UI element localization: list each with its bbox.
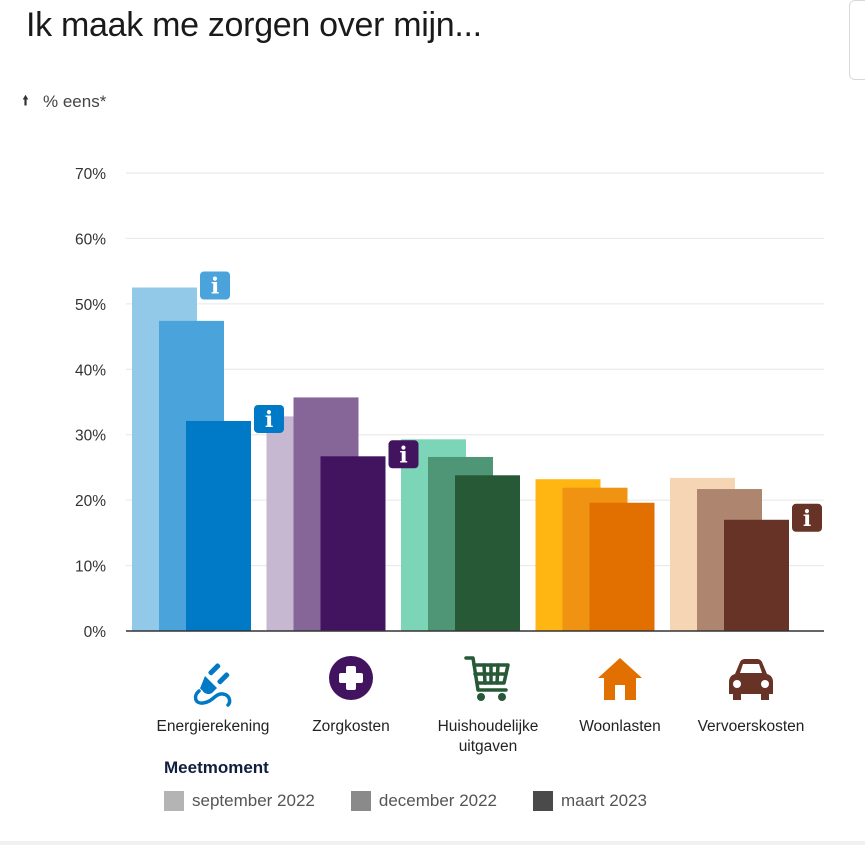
side-panel-edge bbox=[849, 0, 865, 80]
legend: september 2022 december 2022 maart 2023 bbox=[164, 791, 683, 811]
arrow-up-icon: 🠙 bbox=[22, 92, 30, 108]
bar bbox=[589, 502, 655, 631]
plug-icon bbox=[185, 652, 241, 708]
x-category-label: Energierekening bbox=[156, 718, 270, 735]
info-icon-label: i bbox=[265, 407, 273, 433]
y-tick-label: 60% bbox=[75, 231, 106, 248]
info-icon bbox=[388, 440, 419, 469]
y-axis-unit: 🠙 % eens* bbox=[22, 90, 106, 114]
x-category-label: Zorgkosten bbox=[312, 718, 390, 735]
plus-circle-icon bbox=[323, 652, 379, 708]
info-icon-label: i bbox=[399, 442, 407, 468]
car-icon bbox=[723, 652, 779, 708]
house-icon bbox=[592, 652, 648, 708]
info-icon bbox=[200, 271, 230, 300]
legend-swatch bbox=[533, 791, 554, 811]
chart-title: Ik maak me zorgen over mijn... bbox=[26, 6, 482, 44]
info-icon bbox=[792, 503, 822, 532]
y-tick-label: 0% bbox=[84, 624, 107, 641]
y-tick-label: 70% bbox=[75, 166, 106, 183]
legend-item[interactable]: december 2022 bbox=[350, 791, 498, 811]
legend-item[interactable]: september 2022 bbox=[164, 791, 315, 811]
legend-swatch bbox=[350, 791, 371, 811]
info-icon-label: i bbox=[211, 274, 219, 300]
footer-divider bbox=[0, 841, 865, 845]
y-tick-label: 30% bbox=[75, 428, 106, 445]
bar bbox=[724, 519, 789, 631]
legend-label: maart 2023 bbox=[561, 791, 648, 810]
bar bbox=[186, 420, 251, 631]
shopping-cart-icon bbox=[460, 652, 516, 708]
y-tick-label: 20% bbox=[75, 493, 106, 510]
x-category-label: Huishoudelijke uitgaven bbox=[437, 718, 539, 755]
legend-title: Meetmoment bbox=[164, 758, 269, 777]
legend-swatch bbox=[164, 791, 184, 811]
info-icon bbox=[254, 404, 284, 433]
x-category-label: Vervoerskosten bbox=[697, 718, 805, 735]
legend-label: september 2022 bbox=[192, 791, 315, 810]
x-category-label: Woonlasten bbox=[579, 718, 661, 735]
info-icon-label: i bbox=[803, 506, 811, 532]
y-axis-label: % eens* bbox=[43, 92, 107, 111]
y-tick-label: 10% bbox=[75, 559, 106, 576]
y-tick-label: 40% bbox=[75, 362, 106, 379]
legend-label: december 2022 bbox=[378, 791, 498, 810]
bar bbox=[455, 475, 520, 631]
bar bbox=[320, 456, 386, 631]
legend-item[interactable]: maart 2023 bbox=[533, 791, 647, 811]
y-tick-label: 50% bbox=[75, 297, 106, 314]
